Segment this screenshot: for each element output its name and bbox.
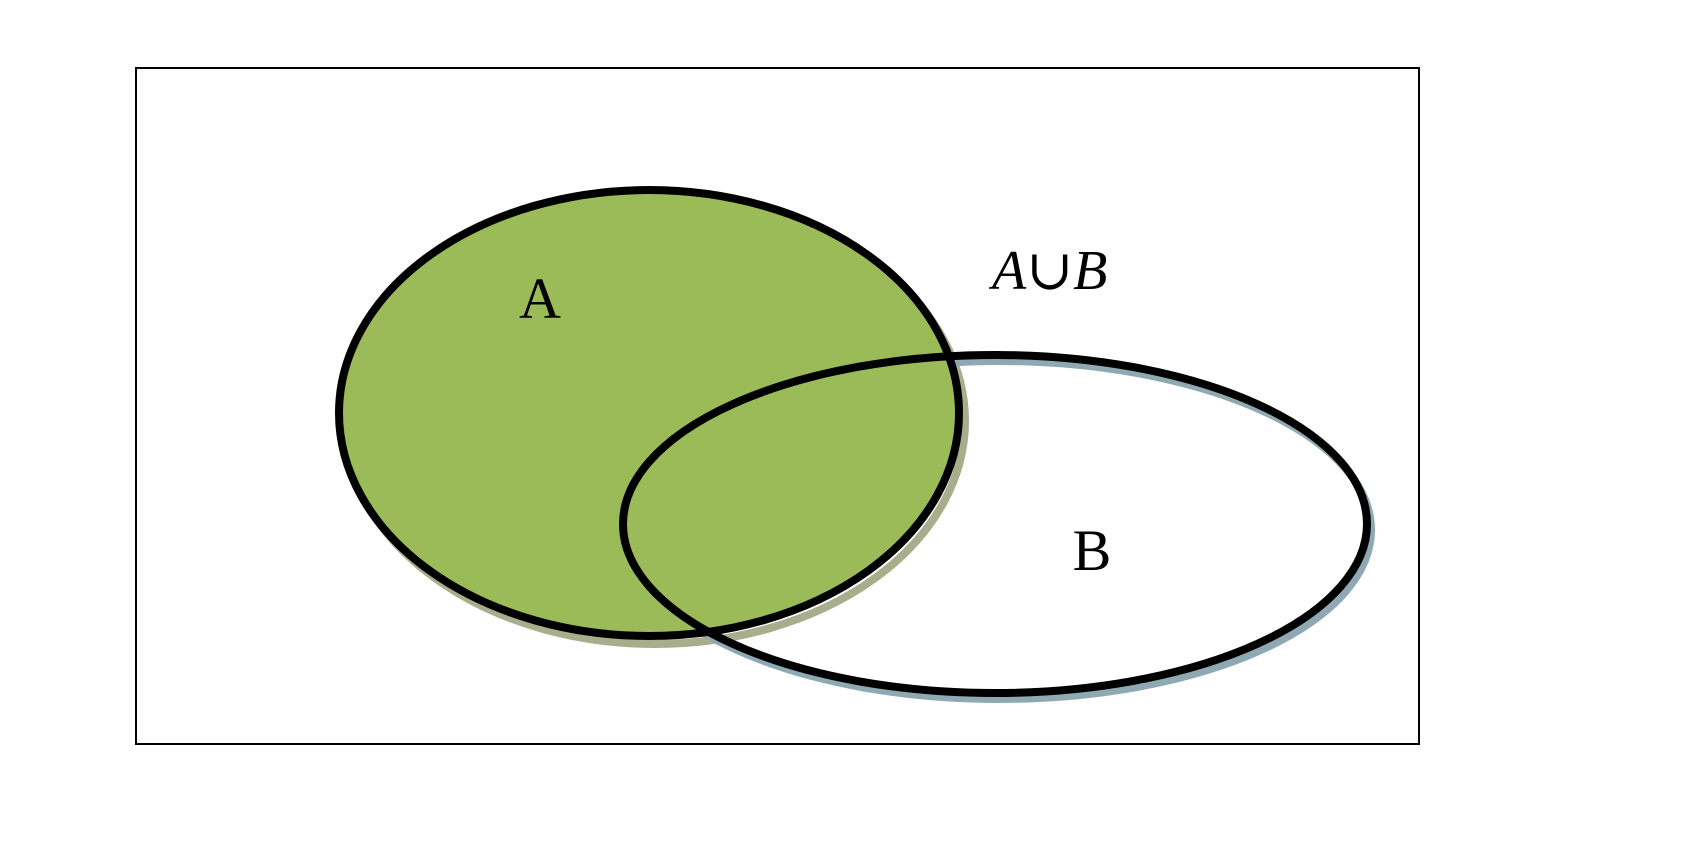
expression-left-set: A <box>988 240 1027 302</box>
universal-set-frame <box>135 67 1420 745</box>
expression-right-set: B <box>1073 240 1107 302</box>
set-a-label: A <box>519 266 561 331</box>
set-b-outline <box>619 351 1371 697</box>
union-operator: ∪ <box>1026 240 1073 302</box>
set-a-outline <box>335 186 963 640</box>
set-b-label: B <box>1073 518 1112 583</box>
union-expression: A∪B <box>988 240 1107 302</box>
